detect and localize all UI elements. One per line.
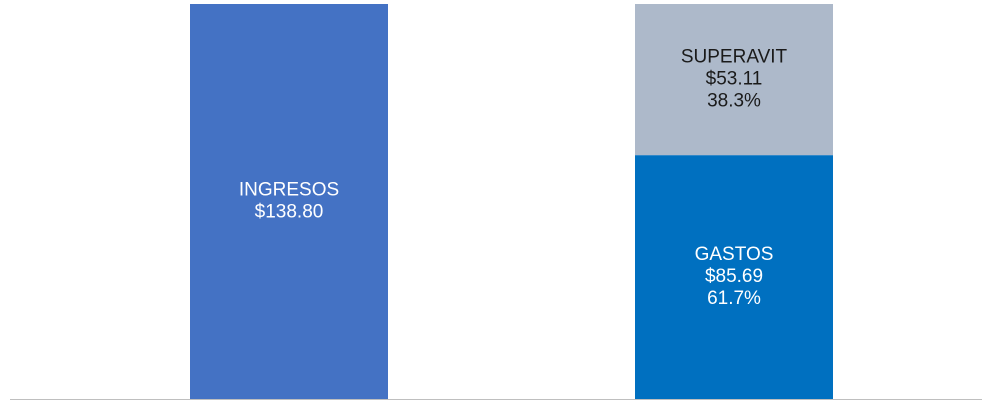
bar-label-1-0-0: GASTOS — [695, 244, 774, 265]
bar-label-1-0-1: $85.69 — [705, 266, 763, 287]
bar-label-1-1-2: 38.3% — [707, 91, 761, 112]
bar-segment-0-0 — [190, 4, 388, 399]
bar-label-1-0-2: 61.7% — [707, 288, 761, 309]
bar-segment-1-0 — [635, 155, 833, 399]
bar-label-1-1-0: SUPERAVIT — [681, 47, 788, 68]
bar-label-0-0-0: INGRESOS — [239, 180, 339, 201]
bar-label-0-0-1: $138.80 — [255, 202, 324, 223]
bar-label-1-1-1: $53.11 — [706, 69, 763, 90]
bar-segment-1-1 — [635, 4, 833, 156]
